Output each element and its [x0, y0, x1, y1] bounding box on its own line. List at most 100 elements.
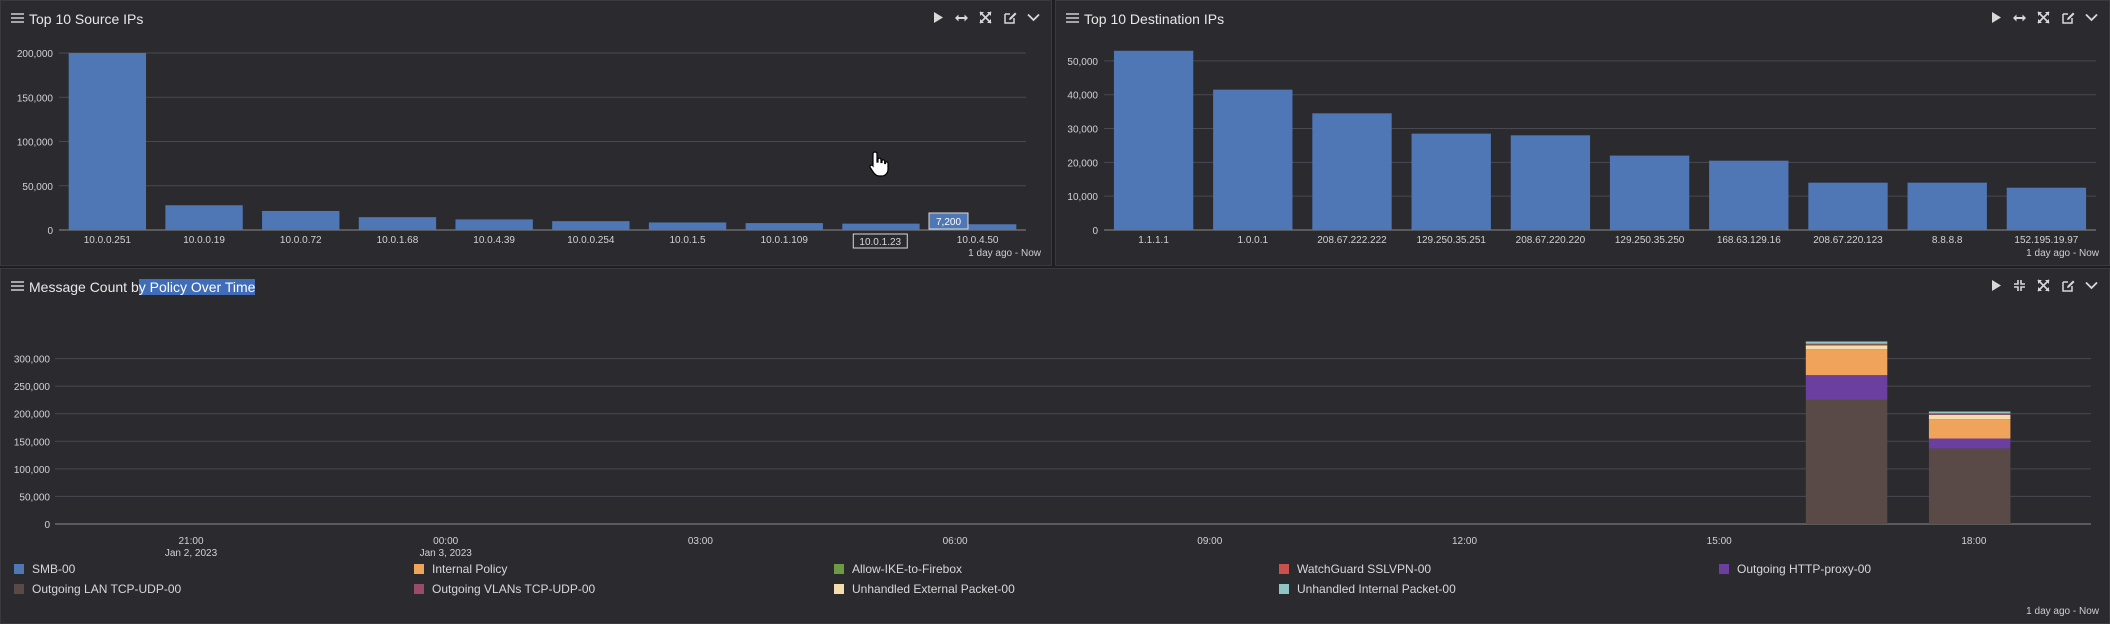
bar[interactable] — [1808, 182, 1888, 230]
play-icon[interactable] — [930, 10, 945, 25]
legend-item[interactable]: Allow-IKE-to-Firebox — [834, 562, 962, 576]
legend-item[interactable]: Internal Policy — [414, 562, 507, 576]
time-range-label: 1 day ago - Now — [2026, 248, 2099, 259]
edit-icon[interactable] — [2060, 278, 2075, 293]
legend-label: WatchGuard SSLVPN-00 — [1297, 562, 1432, 576]
bar[interactable] — [1609, 155, 1690, 230]
legend-item[interactable]: SMB-00 — [14, 562, 75, 576]
fullscreen-icon[interactable] — [978, 10, 993, 25]
stacked-bar-segment[interactable] — [1928, 411, 2011, 414]
legend-label: Allow-IKE-to-Firebox — [852, 562, 963, 576]
expand-horizontal-icon[interactable] — [2012, 10, 2027, 25]
legend-item[interactable]: Outgoing VLANs TCP-UDP-00 — [414, 582, 595, 596]
stacked-bar-segment[interactable] — [1928, 448, 2011, 524]
legend-label: Outgoing VLANs TCP-UDP-00 — [432, 582, 596, 596]
stacked-bar-segment[interactable] — [1928, 438, 2011, 449]
message-count-chart: 0 50,000 100,000 150,000 200,000 250,000 300,0… — [14, 341, 2091, 559]
stacked-bar-segment[interactable] — [1805, 344, 1888, 346]
bar[interactable] — [1907, 182, 1987, 230]
x-tick-label: 18:00 — [1961, 536, 1986, 547]
x-tick-label: 1.1.1.1 — [1138, 235, 1169, 246]
bar[interactable] — [938, 224, 1017, 230]
x-tick-label: 10.0.4.50 — [957, 235, 999, 246]
edit-icon[interactable] — [2060, 10, 2075, 25]
bar[interactable] — [1113, 50, 1194, 230]
chevron-down-icon[interactable] — [2084, 278, 2099, 293]
fullscreen-icon[interactable] — [2036, 278, 2051, 293]
source-ips-panel: Top 10 Source IPs 0 50,000 100,000 150,000 2… — [0, 0, 1052, 266]
x-tick-label: 21:00 — [178, 536, 203, 547]
stacked-bar-segment[interactable] — [1805, 344, 1888, 345]
stacked-bar-segment[interactable] — [1928, 413, 2011, 415]
stacked-bar-segment[interactable] — [1928, 419, 2011, 439]
chevron-down-icon[interactable] — [2084, 10, 2099, 25]
stacked-bar-segment[interactable] — [1928, 414, 2011, 415]
play-icon[interactable] — [1988, 278, 2003, 293]
menu-icon[interactable] — [11, 13, 24, 23]
selected-title-text: y Policy Over Time — [138, 279, 256, 295]
x-tick-label: 10.0.0.254 — [567, 235, 615, 246]
title-text: Message Count b — [29, 279, 139, 295]
bar[interactable] — [745, 223, 823, 230]
bar[interactable] — [1312, 113, 1392, 230]
legend-item[interactable]: Outgoing LAN TCP-UDP-00 — [14, 582, 181, 596]
legend-swatch — [14, 584, 24, 594]
bar[interactable] — [455, 219, 533, 230]
bar[interactable] — [1411, 133, 1491, 230]
bar[interactable] — [358, 217, 437, 230]
legend-item[interactable]: Unhandled Internal Packet-00 — [1279, 582, 1456, 596]
edit-icon[interactable] — [1002, 10, 1017, 25]
legend-swatch — [834, 564, 844, 574]
bar[interactable] — [1213, 89, 1293, 230]
play-icon[interactable] — [1988, 10, 2003, 25]
panel-title: Message Count by Policy Over Time — [29, 279, 256, 295]
stacked-bar-segment[interactable] — [1805, 345, 1888, 350]
legend-swatch — [1279, 564, 1289, 574]
bar[interactable] — [1709, 160, 1789, 230]
collapse-icon[interactable] — [2012, 278, 2027, 293]
y-tick-label: 150,000 — [14, 437, 51, 448]
stacked-bar-segment[interactable] — [1928, 413, 2011, 414]
panel-toolbar — [1988, 278, 2099, 293]
destination-ips-panel: Top 10 Destination IPs 0 10,000 20,000 30,0… — [1055, 0, 2110, 266]
stacked-bar-segment[interactable] — [1805, 375, 1888, 400]
x-tick-label: 00:00 — [433, 536, 458, 547]
chevron-down-icon[interactable] — [1026, 10, 1041, 25]
stacked-bar-segment[interactable] — [1805, 399, 1888, 524]
y-tick-label: 150,000 — [17, 93, 54, 104]
expand-horizontal-icon[interactable] — [954, 10, 969, 25]
stacked-bar-segment[interactable] — [1805, 343, 1888, 345]
bar[interactable] — [2006, 187, 2087, 230]
legend-item[interactable]: Unhandled External Packet-00 — [834, 582, 1015, 596]
bar[interactable] — [68, 53, 147, 230]
legend-item[interactable]: Outgoing HTTP-proxy-00 — [1719, 562, 1871, 576]
stacked-bar-segment[interactable] — [1928, 414, 2011, 420]
panel-toolbar — [930, 10, 1041, 25]
menu-icon[interactable] — [1066, 13, 1079, 23]
menu-icon[interactable] — [11, 281, 24, 291]
stacked-bar-segment[interactable] — [1805, 349, 1888, 376]
x-tick-label: 10.0.0.72 — [280, 235, 322, 246]
x-tick-label: 10.0.1.109 — [761, 235, 809, 246]
bar[interactable] — [842, 223, 920, 230]
x-tick-label: 15:00 — [1707, 536, 1732, 547]
destination-ips-chart: 0 10,000 20,000 30,000 40,000 50,000 1.1.1.1 1.… — [1067, 50, 2096, 246]
y-tick-label: 40,000 — [1067, 91, 1098, 102]
stacked-bar-segment[interactable] — [1805, 341, 1888, 344]
bar[interactable] — [648, 222, 727, 230]
bar[interactable] — [1510, 135, 1591, 230]
bar[interactable] — [165, 205, 243, 230]
legend-item[interactable]: WatchGuard SSLVPN-00 — [1279, 562, 1431, 576]
x-tick-label: 208.67.220.220 — [1516, 235, 1586, 246]
x-tick-label: 208.67.222.222 — [1317, 235, 1387, 246]
bar[interactable] — [262, 210, 340, 230]
legend-swatch — [414, 564, 424, 574]
panel-title: Top 10 Source IPs — [29, 11, 144, 27]
y-tick-label: 50,000 — [22, 182, 53, 193]
fullscreen-icon[interactable] — [2036, 10, 2051, 25]
y-tick-label: 250,000 — [14, 382, 51, 393]
y-tick-label: 200,000 — [14, 410, 51, 421]
y-tick-label: 50,000 — [19, 492, 50, 503]
chart-legend: SMB-00 Internal Policy Allow-IKE-to-Firebo… — [14, 562, 2074, 602]
bar[interactable] — [552, 221, 630, 230]
